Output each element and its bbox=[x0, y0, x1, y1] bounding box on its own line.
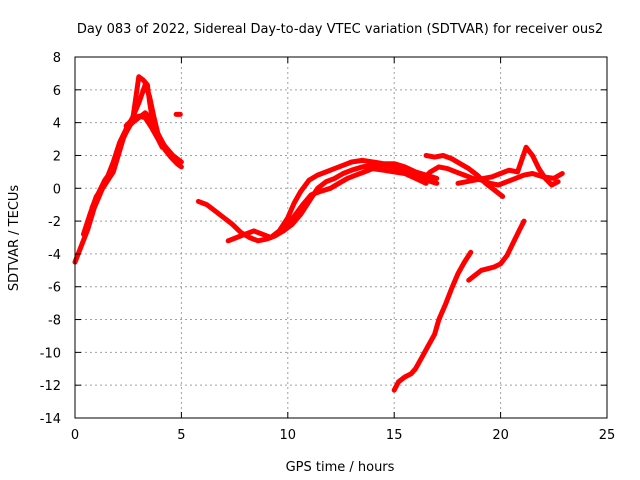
data-series bbox=[72, 74, 565, 393]
plot-frame bbox=[74, 56, 608, 419]
y-tick-label: -4 bbox=[48, 248, 61, 263]
series-track-g bbox=[274, 166, 429, 237]
y-tick-label: 0 bbox=[53, 182, 61, 197]
x-tick-label: 25 bbox=[599, 428, 616, 443]
series-track-i bbox=[423, 153, 506, 199]
series-track-c bbox=[89, 74, 172, 211]
y-tick-label: -14 bbox=[40, 412, 61, 427]
y-axis-label: SDTVAR / TECUs bbox=[7, 185, 22, 292]
series-track-f bbox=[225, 157, 440, 244]
x-tick-label: 0 bbox=[71, 428, 79, 443]
y-tick-label: 2 bbox=[53, 149, 61, 164]
series-track-k bbox=[391, 249, 474, 393]
x-axis-label: GPS time / hours bbox=[286, 460, 395, 475]
x-tick-label: 5 bbox=[177, 428, 185, 443]
series-track-d bbox=[123, 113, 165, 150]
series-track-a bbox=[72, 110, 184, 265]
tick-labels: 0 5 10 15 20 25 -14 -12 -10 -8 -6 -4 -2 0 2 4 6 8 bbox=[40, 51, 616, 443]
y-tick-label: 6 bbox=[53, 84, 61, 99]
y-tick-label: -8 bbox=[48, 314, 61, 329]
grid-lines bbox=[75, 57, 607, 418]
y-tick-label: -2 bbox=[48, 215, 61, 230]
plot-border bbox=[74, 56, 608, 419]
series-track-h bbox=[419, 164, 565, 188]
y-tick-label: -10 bbox=[40, 346, 61, 361]
series-track-e bbox=[195, 162, 440, 244]
x-tick-label: 10 bbox=[280, 428, 297, 443]
y-tick-label: -12 bbox=[40, 379, 61, 394]
series-track-l bbox=[466, 218, 527, 283]
y-tick-label: 8 bbox=[53, 51, 61, 66]
series-track-j bbox=[455, 144, 561, 188]
x-tick-label: 15 bbox=[386, 428, 403, 443]
y-tick-label: 4 bbox=[53, 117, 61, 132]
x-tick-label: 20 bbox=[492, 428, 509, 443]
chart-title: Day 083 of 2022, Sidereal Day-to-day VTE… bbox=[77, 22, 603, 37]
y-tick-label: -6 bbox=[48, 281, 61, 296]
